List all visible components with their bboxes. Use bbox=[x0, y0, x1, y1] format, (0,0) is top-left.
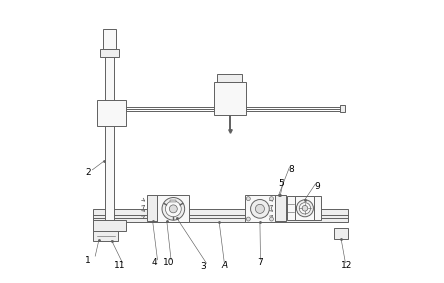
Circle shape bbox=[246, 217, 250, 221]
Bar bbox=[214, 82, 246, 115]
Text: A: A bbox=[221, 261, 227, 270]
Text: 5: 5 bbox=[278, 179, 284, 188]
Text: 9: 9 bbox=[314, 182, 320, 191]
Circle shape bbox=[250, 200, 269, 218]
Bar bbox=[157, 195, 190, 222]
Bar bbox=[98, 100, 126, 126]
Bar bbox=[286, 196, 321, 220]
Bar bbox=[103, 29, 116, 49]
Circle shape bbox=[246, 197, 250, 201]
Circle shape bbox=[270, 217, 274, 221]
Bar bbox=[93, 209, 348, 222]
Circle shape bbox=[166, 201, 181, 217]
Bar bbox=[334, 228, 348, 239]
Circle shape bbox=[302, 205, 308, 211]
Bar bbox=[105, 57, 114, 226]
Circle shape bbox=[297, 200, 313, 217]
Text: 4: 4 bbox=[152, 258, 158, 267]
Text: 12: 12 bbox=[341, 261, 353, 270]
Text: 7: 7 bbox=[258, 258, 263, 267]
Text: 11: 11 bbox=[115, 261, 126, 270]
Circle shape bbox=[169, 205, 177, 213]
Bar bbox=[170, 200, 176, 202]
Circle shape bbox=[162, 198, 185, 220]
Text: 10: 10 bbox=[163, 258, 175, 267]
Bar bbox=[218, 74, 242, 82]
Text: 1: 1 bbox=[85, 256, 91, 265]
Circle shape bbox=[299, 203, 311, 214]
Bar bbox=[100, 49, 119, 57]
Bar bbox=[340, 105, 345, 112]
Bar bbox=[93, 220, 126, 231]
Circle shape bbox=[255, 204, 265, 213]
Bar bbox=[275, 195, 285, 221]
Text: 8: 8 bbox=[289, 165, 294, 174]
Text: 2: 2 bbox=[86, 168, 91, 177]
Bar bbox=[93, 230, 118, 241]
Text: 3: 3 bbox=[200, 262, 206, 271]
Bar bbox=[295, 196, 314, 220]
Bar bbox=[147, 195, 159, 221]
Circle shape bbox=[270, 197, 274, 201]
Bar bbox=[245, 195, 275, 222]
